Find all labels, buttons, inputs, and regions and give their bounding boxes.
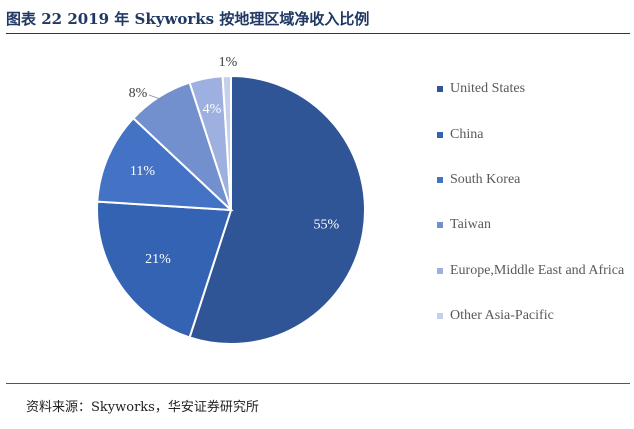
legend-swatch-icon (437, 177, 443, 183)
legend-label: Taiwan (450, 217, 492, 232)
legend-swatch-icon (437, 313, 443, 319)
data-label-other-asia-pacific: 1% (219, 55, 238, 70)
source-note: 资料来源：Skyworks，华安证券研究所 (26, 400, 259, 415)
footer-rule (6, 383, 630, 384)
legend-swatch-icon (437, 132, 443, 138)
legend-label: Other Asia-Pacific (450, 308, 554, 323)
figure-title: 图表 22 2019 年 Skyworks 按地理区域净收入比例 (6, 10, 370, 28)
pie-slice-united-states (188, 74, 366, 345)
leader-line-taiwan (148, 94, 161, 100)
legend-swatch-icon (437, 86, 443, 92)
pie-slice-south-korea (96, 116, 234, 212)
legend-swatch-icon (437, 268, 443, 274)
legend-label: South Korea (450, 172, 521, 187)
pie-slice-other-asia-pacific (221, 74, 232, 211)
data-label-united-states: 55% (313, 217, 339, 232)
legend-label: Europe,Middle East and Africa (450, 263, 625, 278)
data-label-europe-middle-east-and-africa: 4% (203, 102, 222, 117)
legend-label: United States (450, 81, 526, 96)
title-underline (6, 33, 630, 34)
data-label-taiwan: 8% (129, 86, 148, 101)
data-label-south-korea: 11% (130, 164, 155, 179)
legend-label: China (450, 127, 484, 142)
pie-slice-china (95, 200, 233, 339)
data-label-china: 21% (145, 252, 171, 267)
legend-swatch-icon (437, 222, 443, 228)
